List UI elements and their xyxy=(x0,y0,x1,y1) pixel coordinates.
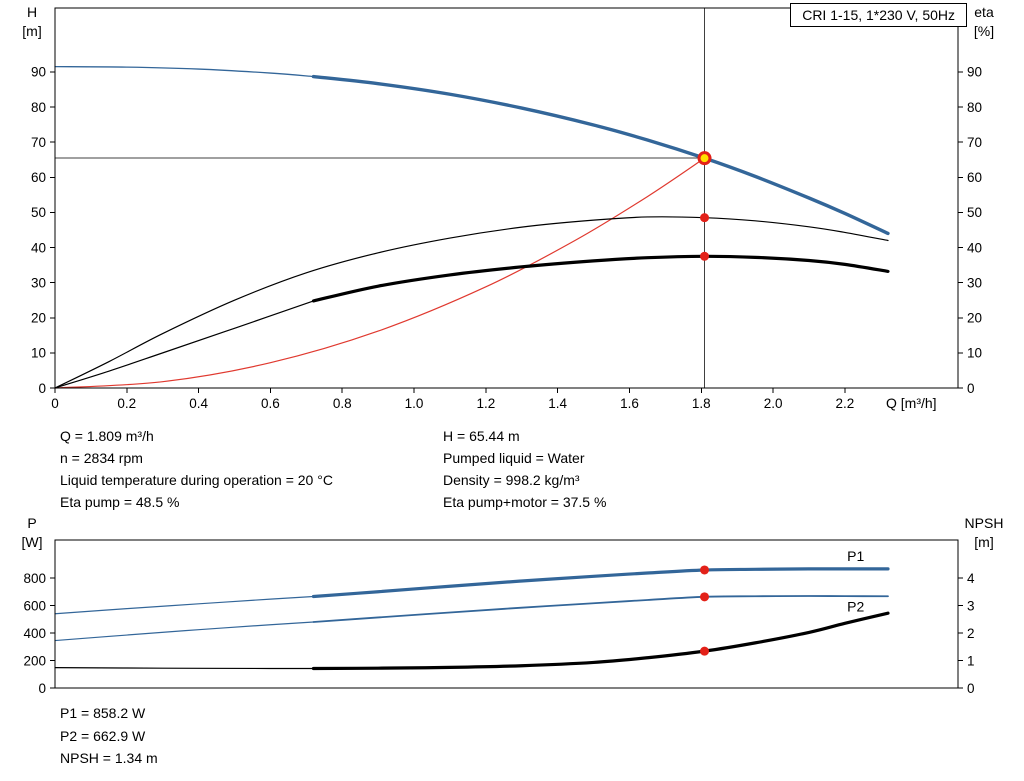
y-tick-label-right: 0 xyxy=(967,381,975,396)
eta-pump-motor-curve xyxy=(311,254,890,303)
x-tick-label: 1.2 xyxy=(476,396,495,411)
pump-title-box: CRI 1-15, 1*230 V, 50Hz xyxy=(790,3,967,27)
hq-curve xyxy=(311,74,890,236)
info-density: Density = 998.2 kg/m³ xyxy=(443,472,580,488)
p1-curve xyxy=(311,567,890,599)
chart-top-frame xyxy=(54,7,959,389)
y-tick-label-right: 90 xyxy=(967,65,982,80)
info-p1: P1 = 858.2 W xyxy=(60,705,146,721)
duty-info-left: Q = 1.809 m³/h n = 2834 rpm Liquid tempe… xyxy=(60,425,333,513)
info-head: H = 65.44 m xyxy=(443,428,520,444)
y-tick-label-right: 30 xyxy=(967,275,982,290)
head-axis-label: H [m] xyxy=(10,3,54,41)
hq-curve-thin xyxy=(54,66,315,78)
power-axis-unit: [W] xyxy=(21,534,43,550)
npsh-axis-label: NPSH [m] xyxy=(950,514,1018,552)
y-tick-label-right: 40 xyxy=(967,240,982,255)
npsh-curve xyxy=(311,611,890,671)
p2-label: P2 xyxy=(847,599,864,615)
info-npsh: NPSH = 1.34 m xyxy=(60,750,158,766)
flow-axis-label: Q [m³/h] xyxy=(886,395,937,411)
info-eta-pump-motor: Eta pump+motor = 37.5 % xyxy=(443,494,607,510)
y-tick-label-right: 3 xyxy=(967,598,975,613)
y-tick-label-left: 60 xyxy=(31,170,46,185)
y-tick-label-left: 800 xyxy=(23,571,46,586)
y-tick-label-left: 0 xyxy=(38,381,46,396)
p1-curve-thin xyxy=(54,595,315,615)
npsh-axis-unit: [m] xyxy=(974,534,994,550)
duty-point-marker[interactable] xyxy=(697,151,712,166)
info-eta-pump: Eta pump = 48.5 % xyxy=(60,494,180,510)
x-tick-label: 1.8 xyxy=(692,396,711,411)
eta-pump-curve xyxy=(54,216,889,389)
x-tick-label: 0.6 xyxy=(261,396,280,411)
y-tick-label-right: 80 xyxy=(967,100,982,115)
eta-pump-motor-duty-point xyxy=(700,251,710,261)
y-tick-label-right: 10 xyxy=(967,346,982,361)
hq-eta-chart: 0 0.2 0.4 0.6 0.8 1.0 1.2 1.4 1.6 1.8 2.0 2.2 0 10 20 3… xyxy=(31,7,982,411)
p2-duty-point xyxy=(700,592,710,602)
npsh-axis-symbol: NPSH xyxy=(964,515,1004,531)
x-tick-label: 1.6 xyxy=(620,396,639,411)
eta-pump-motor-curve-thin xyxy=(54,300,315,389)
eta-axis-unit: [%] xyxy=(973,23,995,39)
head-axis-symbol: H xyxy=(26,4,38,20)
p2-curve-thin xyxy=(54,621,315,642)
y-tick-label-right: 70 xyxy=(967,135,982,150)
npsh-curve-thin xyxy=(54,667,315,670)
p2-curve xyxy=(312,595,889,623)
power-axis-label: P [W] xyxy=(10,514,54,552)
x-tick-label: 1.4 xyxy=(548,396,567,411)
p1-label: P1 xyxy=(847,548,864,564)
y-tick-label-left: 600 xyxy=(23,598,46,613)
info-p2: P2 = 662.9 W xyxy=(60,727,146,744)
x-tick-label: 1.0 xyxy=(405,396,424,411)
p1-duty-point xyxy=(700,565,710,575)
info-liquid-temperature: Liquid temperature during operation = 20… xyxy=(60,472,333,488)
power-axis-symbol: P xyxy=(27,515,37,531)
info-flow: Q = 1.809 m³/h xyxy=(60,428,154,444)
eta-pump-duty-point xyxy=(700,213,710,223)
y-tick-label-right: 4 xyxy=(967,571,975,586)
y-tick-label-left: 40 xyxy=(31,240,46,255)
eta-axis-symbol: eta xyxy=(974,4,994,20)
x-tick-label: 0.8 xyxy=(333,396,352,411)
y-tick-label-right: 0 xyxy=(967,681,975,696)
info-speed: n = 2834 rpm xyxy=(60,450,143,466)
duty-info-right: H = 65.44 m Pumped liquid = Water Densit… xyxy=(443,425,606,513)
eta-axis-label: eta [%] xyxy=(956,3,1012,41)
head-axis-unit: [m] xyxy=(22,23,42,39)
y-tick-label-left: 30 xyxy=(31,275,46,290)
y-tick-label-right: 20 xyxy=(967,311,982,326)
y-tick-label-right: 60 xyxy=(967,170,982,185)
y-tick-label-left: 50 xyxy=(31,205,46,220)
y-tick-label-left: 80 xyxy=(31,100,46,115)
y-tick-label-left: 90 xyxy=(31,65,46,80)
y-tick-label-left: 0 xyxy=(38,681,46,696)
power-npsh-chart: 0 200 400 600 800 0 1 2 3 4 P1 P2 xyxy=(23,539,975,696)
x-tick-label: 2.0 xyxy=(764,396,783,411)
x-tick-label: 0.2 xyxy=(117,396,136,411)
y-tick-label-left: 400 xyxy=(23,626,46,641)
chart-bottom-frame xyxy=(54,539,959,689)
info-pumped-liquid: Pumped liquid = Water xyxy=(443,450,585,466)
system-curve xyxy=(54,157,706,389)
y-tick-label-left: 200 xyxy=(23,653,46,668)
power-info-block: P1 = 858.2 W P2 = 662.9 W NPSH = 1.34 m xyxy=(60,702,158,770)
y-tick-label-left: 10 xyxy=(31,346,46,361)
y-tick-label-left: 70 xyxy=(31,135,46,150)
y-tick-label-right: 2 xyxy=(967,626,975,641)
x-tick-label: 0 xyxy=(51,396,59,411)
x-tick-label: 2.2 xyxy=(836,396,855,411)
y-tick-label-right: 50 xyxy=(967,205,982,220)
npsh-duty-point xyxy=(700,646,710,656)
y-tick-label-right: 1 xyxy=(967,653,975,668)
x-tick-label: 0.4 xyxy=(189,396,208,411)
y-tick-label-left: 20 xyxy=(31,311,46,326)
